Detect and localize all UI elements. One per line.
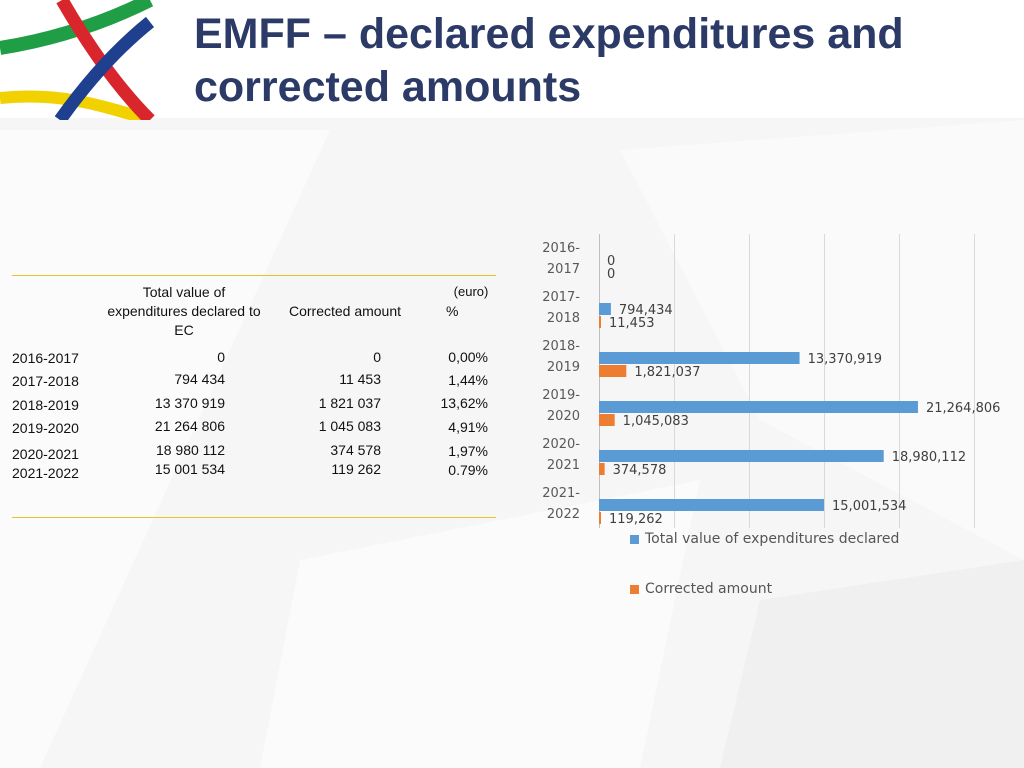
category-label: 2021 [547, 458, 580, 473]
category-label: 2021- [542, 486, 580, 501]
row-corrected: 374 578 [330, 442, 381, 458]
legend-swatch [630, 584, 639, 594]
category-label: 2017 [547, 262, 580, 277]
slide-title: EMFF – declared expenditures and correct… [194, 8, 994, 114]
row-percent: 13,62% [440, 395, 488, 411]
legend-swatch [630, 534, 639, 544]
eu-stripes-logo [0, 0, 155, 120]
row-percent: 0,00% [448, 349, 488, 365]
data-label: 1,045,083 [623, 414, 689, 429]
category-label: 2019- [542, 388, 580, 403]
row-corrected: 11 453 [339, 371, 381, 387]
bar-total [599, 450, 884, 462]
legend-label: Total value of expenditures declared [645, 531, 900, 547]
data-label: 21,264,806 [926, 401, 1000, 416]
expenditure-table: Total value of expenditures declared to … [0, 0, 500, 530]
data-label: 1,821,037 [634, 365, 700, 380]
category-label: 2016- [542, 241, 580, 256]
header-percent: % [446, 303, 459, 319]
bar-corrected [599, 512, 601, 524]
legend-item-total: Total value of expenditures declared [630, 529, 899, 549]
slide-title-line: corrected amounts [194, 63, 582, 111]
slide-title-line: EMFF – declared expenditures and [194, 10, 904, 58]
bar-total [599, 401, 918, 413]
row-percent: 1,44% [448, 372, 488, 388]
data-label: 794,434 [619, 303, 673, 318]
row-corrected: 1 821 037 [318, 395, 381, 411]
chart-category-axis: 2016- 2017 2017- 2018 2018- 2019 2019- 2020 2020… [542, 241, 580, 522]
bar-corrected [599, 365, 627, 377]
category-label: 2020- [542, 437, 580, 452]
bar-total [599, 303, 611, 315]
legend-item-corrected: Corrected amount [630, 579, 772, 599]
row-total: 15 001 534 [154, 461, 225, 477]
row-year: 2017-2018 [12, 373, 79, 389]
header-total: Total value of expenditures declared to … [107, 284, 261, 338]
bar-corrected [599, 414, 615, 426]
data-label: 374,578 [613, 463, 667, 478]
row-total: 13 370 919 [154, 395, 225, 411]
row-percent: 4,91% [448, 419, 488, 435]
row-percent: 1,97% [448, 443, 488, 459]
table-top-rule [12, 275, 496, 276]
row-year: 2021-2022 [12, 465, 79, 481]
table-bottom-rule [12, 517, 496, 518]
chart-bars [599, 303, 918, 524]
bar-total [599, 499, 825, 511]
legend-label: Corrected amount [645, 581, 773, 597]
row-year: 2019-2020 [12, 420, 79, 436]
data-label: 0 [607, 254, 615, 269]
bar-corrected [599, 316, 601, 328]
header-band [0, 0, 1024, 118]
row-total: 794 434 [174, 371, 225, 387]
row-total: 0 [217, 349, 225, 365]
row-total: 18 980 112 [155, 442, 225, 458]
category-label: 2017- [542, 290, 580, 305]
category-label: 2022 [547, 507, 580, 522]
row-corrected: 0 [373, 349, 381, 365]
header-corrected: Corrected amount [288, 303, 402, 319]
data-label: 18,980,112 [892, 450, 966, 465]
category-label: 2019 [547, 360, 580, 375]
category-label: 2018- [542, 339, 580, 354]
data-label: 119,262 [609, 512, 663, 527]
chart-grid [599, 234, 975, 528]
row-percent: 0.79% [448, 462, 488, 478]
data-label: 11,453 [609, 316, 655, 331]
bar-chart: 2016- 2017 2017- 2018 2018- 2019 2019- 2020 2020… [542, 234, 1000, 528]
row-corrected: 119 262 [331, 461, 381, 477]
data-label: 13,370,919 [808, 352, 882, 367]
data-label: 15,001,534 [832, 499, 906, 514]
row-year: 2020-2021 [12, 446, 79, 462]
row-year: 2016-2017 [12, 350, 79, 366]
row-corrected: 1 045 083 [318, 418, 381, 434]
category-label: 2020 [547, 409, 580, 424]
header-unit: (euro) [453, 284, 489, 299]
data-label: 0 [607, 267, 615, 282]
category-label: 2018 [547, 311, 580, 326]
bar-corrected [599, 463, 605, 475]
row-year: 2018-2019 [12, 397, 79, 413]
row-total: 21 264 806 [154, 418, 225, 434]
bar-total [599, 352, 800, 364]
